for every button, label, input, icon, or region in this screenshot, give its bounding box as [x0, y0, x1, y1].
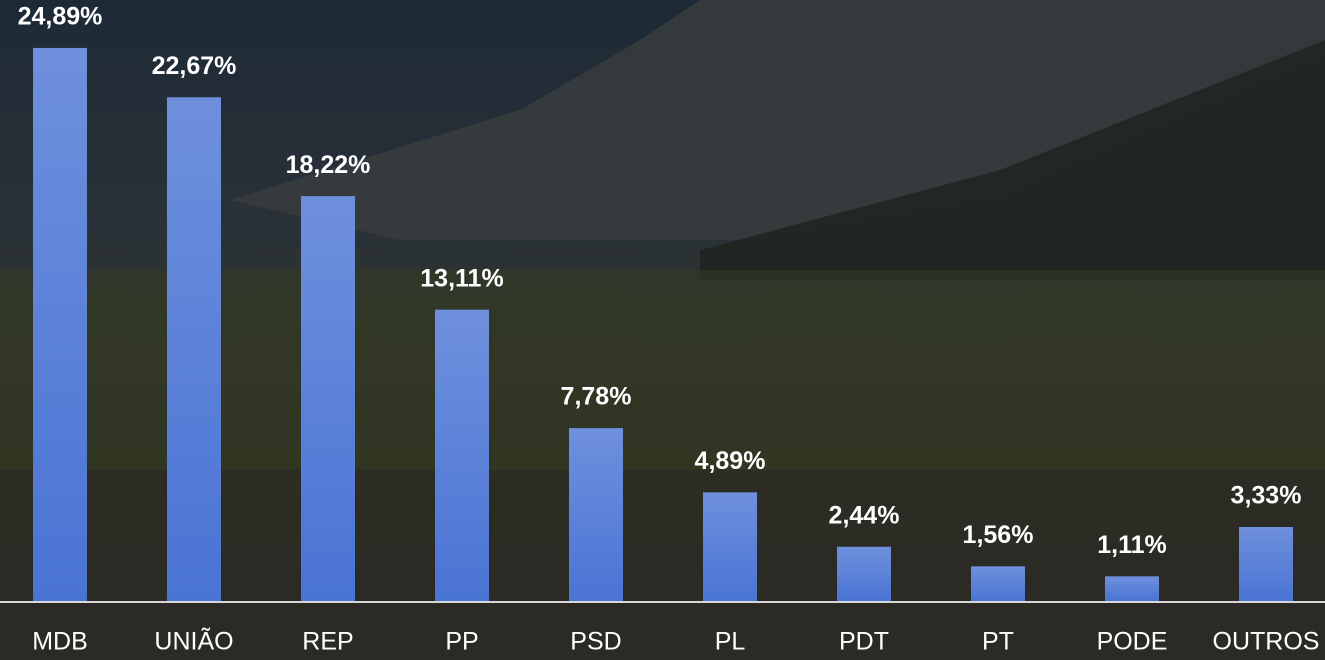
bar-shine: [167, 97, 221, 602]
x-tick-label: PDT: [839, 628, 889, 656]
x-tick-label: PSD: [570, 628, 621, 656]
bar-shine: [1239, 527, 1293, 601]
bar-shine: [1105, 576, 1159, 601]
x-tick-label: MDB: [32, 628, 88, 656]
bar-shine: [971, 566, 1025, 601]
value-label: 7,78%: [561, 383, 632, 411]
value-label: 1,56%: [963, 521, 1034, 549]
x-tick-label: UNIÃO: [154, 627, 233, 656]
x-tick-label: PP: [445, 628, 478, 656]
x-tick-label: OUTROS: [1213, 628, 1320, 656]
value-label: 3,33%: [1231, 482, 1302, 510]
value-label: 18,22%: [286, 151, 371, 179]
value-label: 1,11%: [1097, 531, 1167, 559]
bar-shine: [301, 196, 355, 601]
x-tick-label: REP: [302, 628, 353, 656]
value-label: 13,11%: [420, 264, 503, 292]
bar-shine: [837, 546, 891, 601]
value-label: 22,67%: [152, 52, 237, 80]
bar-shine: [569, 428, 623, 601]
x-tick-label: PODE: [1097, 628, 1168, 656]
plot: MDB 24,89% UNIÃO 22,67% REP 18,22% PP 13,11% PSD…: [18, 3, 1320, 656]
value-label: 2,44%: [829, 501, 900, 529]
value-label: 4,89%: [695, 447, 766, 475]
bar-shine: [33, 47, 87, 601]
x-tick-label: PT: [982, 628, 1014, 656]
bar-shine: [435, 309, 489, 601]
value-label: 24,89%: [18, 3, 103, 31]
bar-shine: [703, 492, 757, 601]
x-tick-label: PL: [715, 628, 746, 656]
